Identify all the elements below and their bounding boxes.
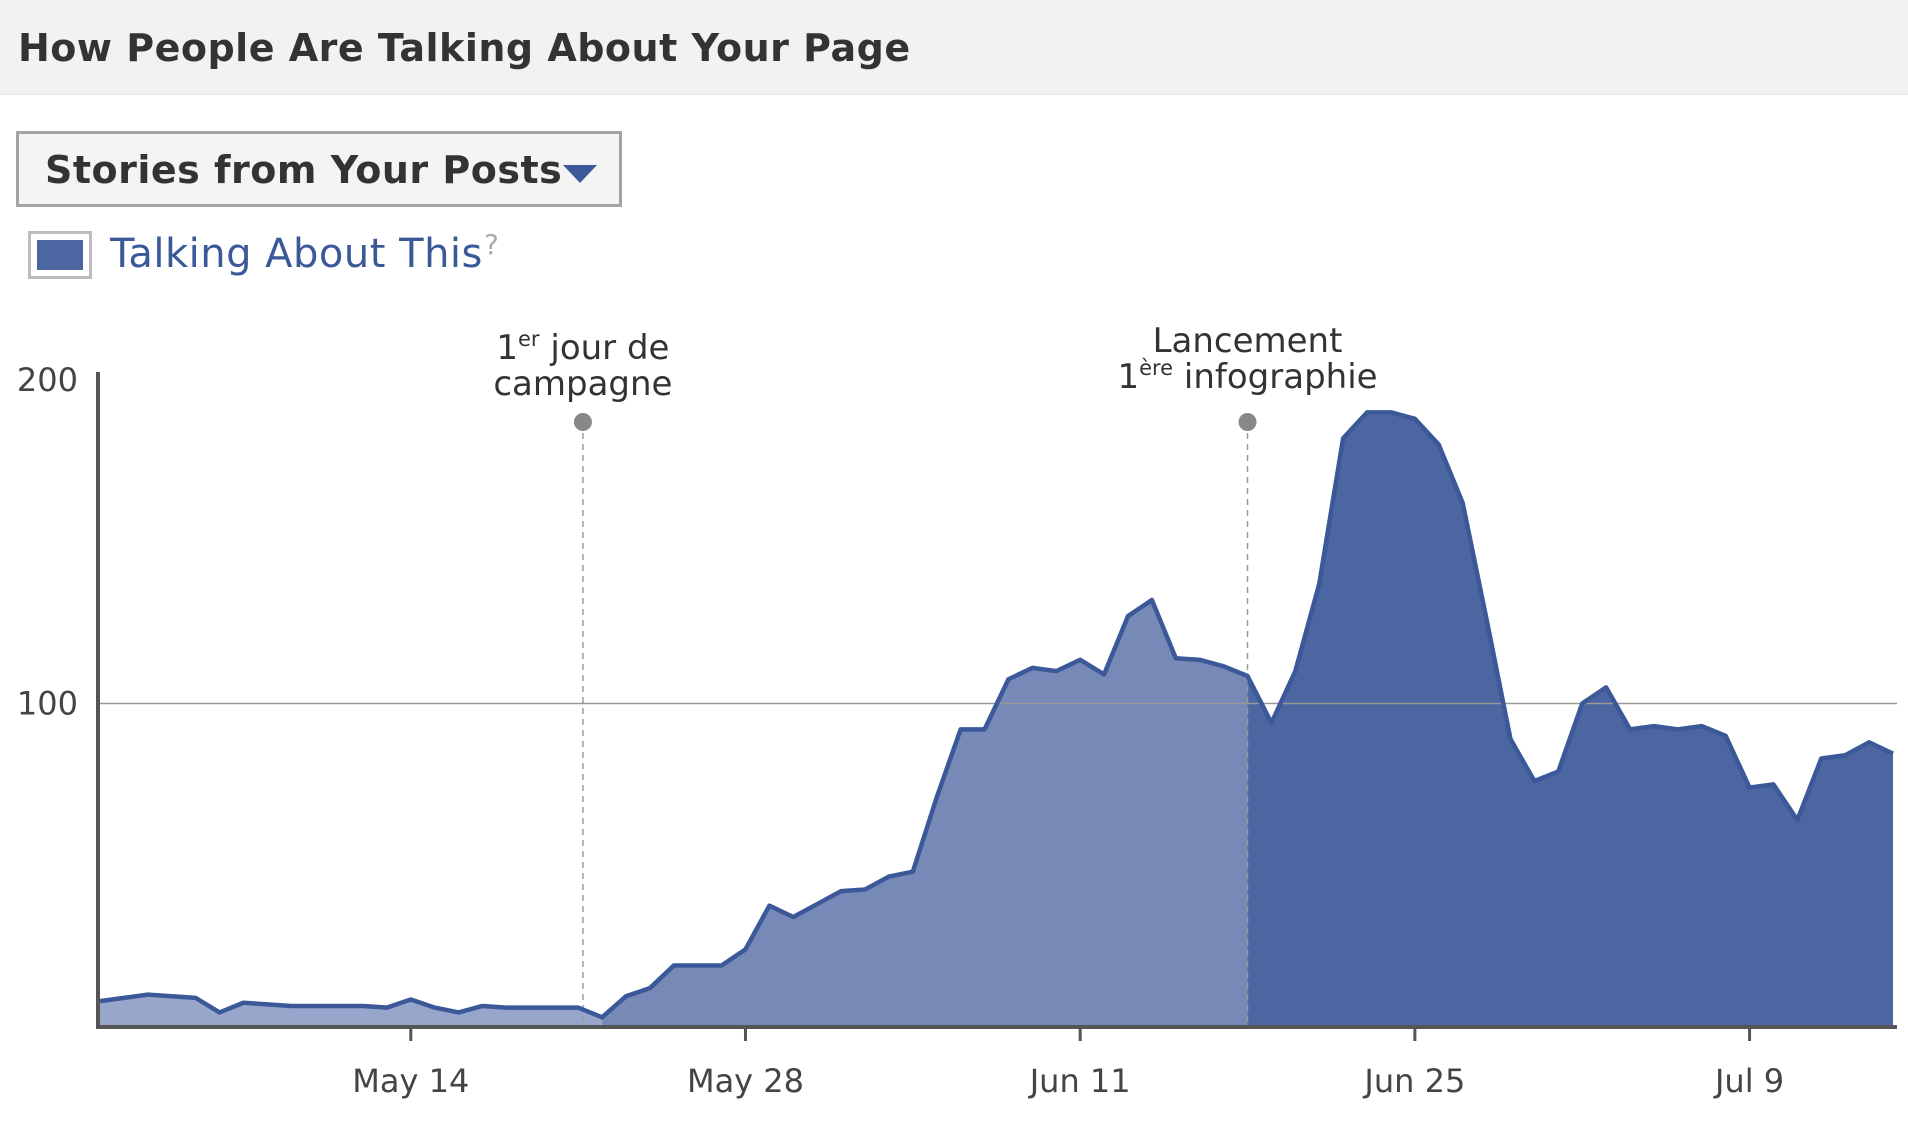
legend-swatch-color [37,240,83,270]
help-icon[interactable]: ? [484,228,499,261]
annotation-label-1-line2: 1ère infographie [1117,356,1377,397]
section-title: How People Are Talking About Your Page [18,26,911,70]
annotation-rest: jour de [540,328,670,368]
x-tick-label-2: Jun 11 [1028,1062,1131,1100]
area-segment-dark [1247,412,1893,1028]
annotation-rest: infographie [1173,357,1377,397]
annotation-label-0-line1: 1er jour de [496,327,669,368]
x-tick-label-0: May 14 [352,1062,469,1100]
annotation-sup: er [518,327,540,351]
annotation-label-0-line2: campagne [493,364,672,404]
axes: 100 200 May 14 May 28 Jun 11 Jun 25 Jul 9 [17,361,1897,1100]
series-line-talking-about-this [99,410,1894,1020]
y-tick-label-100: 100 [17,685,78,723]
x-tick-label-3: Jun 25 [1362,1062,1465,1100]
area-segment-mid [602,599,1248,1027]
annotation-sup: ère [1139,356,1173,380]
annotation-base: 1 [1117,357,1139,397]
legend-checkbox[interactable] [28,231,92,279]
x-tick-label-1: May 28 [687,1062,804,1100]
annotation-marker-0[interactable] [573,413,592,431]
annotation-marker-1[interactable] [1238,413,1257,431]
section-header: How People Are Talking About Your Page [0,0,1908,95]
stories-dropdown[interactable]: Stories from Your Posts [16,131,622,207]
area-segment-light [100,994,603,1027]
x-tick-label-4: Jul 9 [1713,1062,1784,1100]
legend-label-talking-about-this[interactable]: Talking About This [110,231,483,277]
dropdown-selected-label: Stories from Your Posts [45,148,563,192]
annotation-base: 1 [496,328,518,368]
y-tick-label-200: 200 [17,361,78,399]
chevron-down-icon[interactable] [563,165,597,183]
annotation-label-1-line1: Lancement [1153,321,1343,361]
